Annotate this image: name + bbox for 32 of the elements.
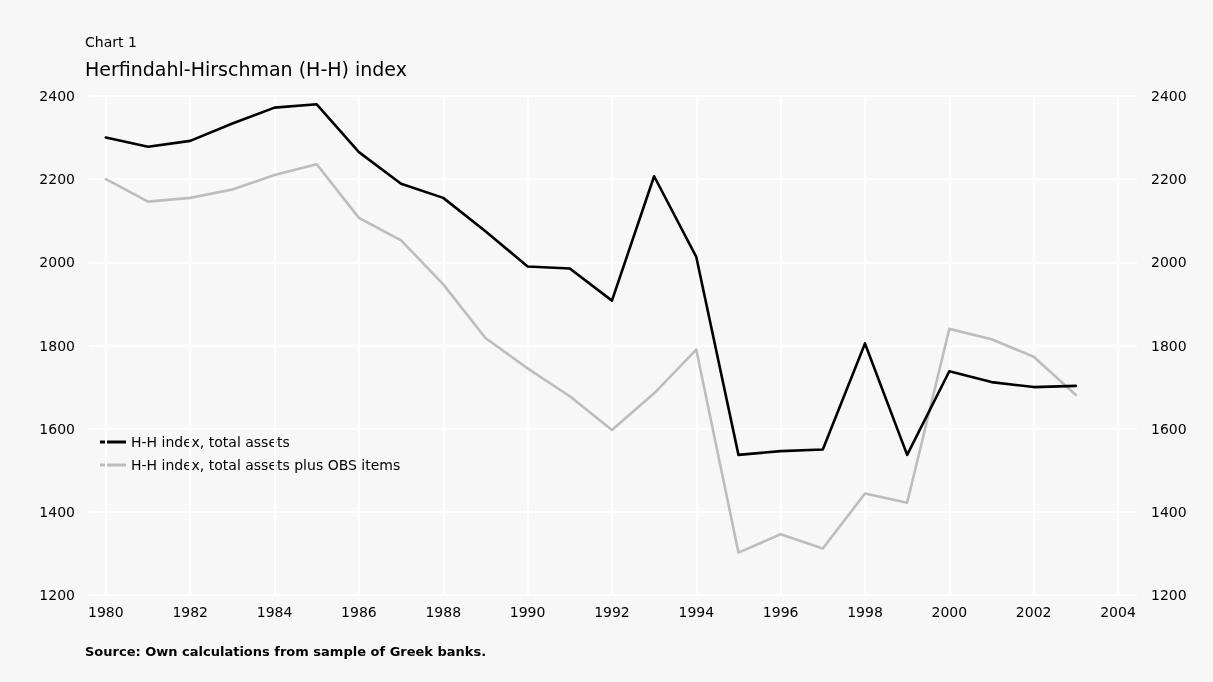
y-tick-label: 1800 bbox=[39, 337, 75, 354]
y2-tick-label: 1600 bbox=[1151, 420, 1187, 437]
y2-tick-label: 1800 bbox=[1151, 337, 1187, 354]
x-tick-label: 1984 bbox=[256, 604, 293, 620]
y-tick-label: 2000 bbox=[39, 254, 75, 271]
y2-tick-label: 2400 bbox=[1151, 88, 1187, 104]
y-tick-label: 2200 bbox=[39, 171, 75, 188]
x-tick-label: 1990 bbox=[509, 604, 546, 620]
line-series bbox=[104, 162, 1078, 554]
line-series bbox=[104, 103, 1078, 457]
chart-title: Herfindahl-Hirschman (H-H) index bbox=[85, 57, 407, 80]
y2-tick-label: 1200 bbox=[1151, 587, 1187, 603]
x-tick-label: 1988 bbox=[425, 604, 462, 620]
y2-tick-label: 1400 bbox=[1151, 503, 1187, 520]
y-tick-label: 1600 bbox=[39, 420, 75, 437]
x-tick-label: 2004 bbox=[1100, 604, 1136, 620]
x-tick-label: 2000 bbox=[931, 604, 968, 620]
y-tick-label: 2400 bbox=[39, 88, 75, 104]
y2-tick-label: 2200 bbox=[1151, 171, 1187, 188]
x-tick-label: 1986 bbox=[341, 604, 377, 620]
x-tick-label: 1982 bbox=[172, 604, 209, 620]
y2-tick-label: 2000 bbox=[1151, 254, 1187, 271]
x-tick-label: 1996 bbox=[762, 604, 799, 620]
x-tick-label: 1980 bbox=[88, 604, 124, 620]
source-note: Source: Own calculations from sample of Greek banks. bbox=[85, 644, 487, 659]
y-tick-label: 1200 bbox=[39, 587, 75, 603]
x-tick-label: 2002 bbox=[1015, 604, 1052, 620]
x-tick-label: 1994 bbox=[678, 604, 715, 620]
y-tick-label: 1400 bbox=[39, 503, 75, 520]
chart-subtitle: Chart 1 bbox=[85, 34, 137, 50]
x-tick-label: 1998 bbox=[847, 604, 883, 620]
x-tick-label: 1992 bbox=[594, 604, 630, 620]
